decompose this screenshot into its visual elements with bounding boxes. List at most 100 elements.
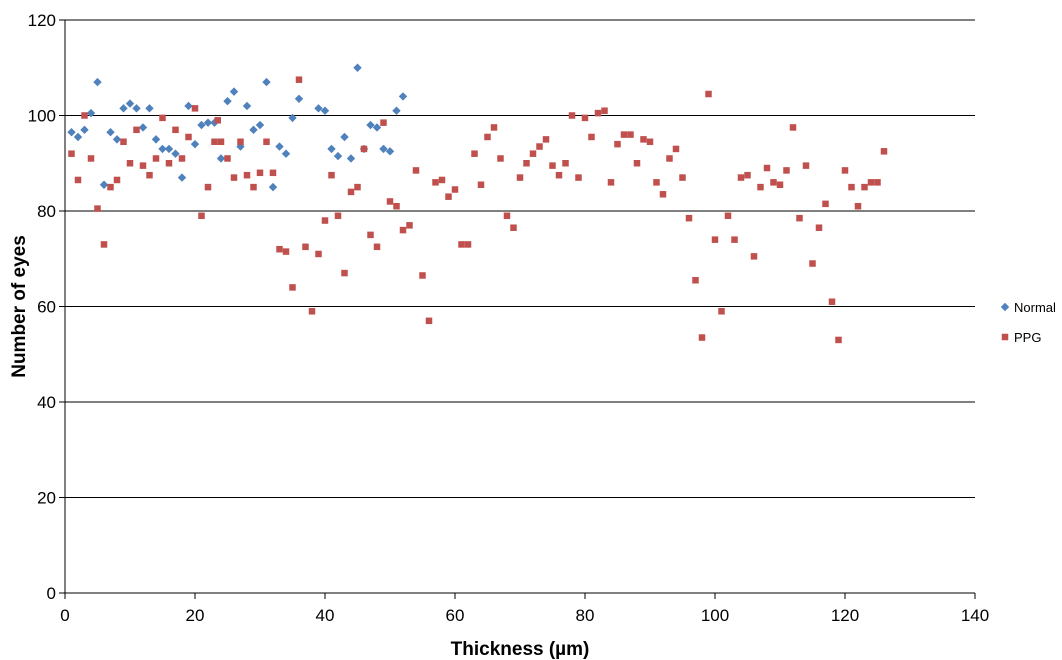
data-point [692, 276, 699, 284]
data-point [451, 186, 459, 193]
data-point [432, 179, 439, 186]
gridlines [65, 19, 975, 498]
data-point [698, 334, 706, 341]
data-point [250, 183, 257, 191]
data-point [139, 162, 147, 169]
data-point [633, 160, 641, 167]
data-point [464, 241, 472, 248]
x-tick-label: 140 [961, 606, 989, 625]
data-point [711, 236, 719, 243]
data-point [152, 155, 160, 162]
data-point [438, 176, 446, 184]
data-point [796, 214, 803, 222]
y-axis-title: Number of eyes [9, 235, 30, 378]
data-point [549, 162, 556, 169]
data-point [276, 245, 283, 253]
data-point [822, 200, 829, 208]
data-point [119, 104, 128, 113]
data-point [132, 104, 141, 113]
data-point [419, 272, 426, 279]
data-point [627, 131, 634, 138]
y-tick-label: 80 [37, 202, 56, 221]
data-point [87, 155, 95, 162]
data-point [341, 269, 348, 277]
data-point [340, 132, 349, 142]
data-point [133, 126, 140, 134]
data-point [68, 150, 75, 157]
data-point [86, 108, 96, 118]
data-point [223, 96, 232, 106]
data-point [236, 142, 245, 151]
data-point [497, 155, 504, 162]
data-point [640, 136, 647, 143]
data-point [484, 133, 491, 141]
data-point [184, 101, 193, 111]
data-point [354, 183, 361, 191]
data-point [217, 138, 225, 146]
legend-item-ppg: PPG [1001, 330, 1041, 345]
data-point [360, 145, 368, 153]
data-point [314, 104, 323, 113]
data-point [230, 174, 238, 181]
data-point [269, 169, 277, 177]
data-point [802, 162, 810, 169]
data-point [392, 106, 401, 115]
x-tick-label: 40 [316, 606, 335, 625]
data-point [289, 284, 296, 291]
data-point [107, 183, 114, 191]
data-point [789, 124, 797, 131]
data-point [214, 117, 221, 124]
data-point [594, 109, 602, 117]
data-point [575, 174, 582, 181]
data-point [724, 212, 732, 220]
series-normal [67, 63, 408, 192]
data-point [288, 113, 297, 123]
data-point [138, 123, 148, 132]
data-point [471, 150, 478, 157]
data-point [333, 151, 343, 161]
x-tick-label: 80 [576, 606, 595, 625]
data-point [151, 135, 161, 144]
data-point [757, 183, 764, 191]
data-point [178, 155, 186, 162]
data-point [659, 191, 667, 198]
data-point [243, 171, 251, 179]
series-ppg [68, 76, 888, 344]
data-point [536, 143, 543, 150]
data-point [750, 253, 758, 260]
data-point [510, 224, 517, 231]
data-point [880, 148, 888, 155]
data-point [203, 118, 213, 127]
axes: 0 20 40 60 80 100 120 0 20 40 60 80 100 120 140 [28, 11, 990, 625]
legend-item-normal: Normal [1000, 300, 1056, 315]
data-point [74, 176, 82, 184]
legend-marker [1001, 333, 1009, 341]
data-point [523, 160, 530, 167]
data-point [198, 212, 205, 220]
data-point [249, 125, 258, 135]
x-tick-label: 100 [701, 606, 729, 625]
data-point [718, 308, 725, 315]
data-point [145, 104, 154, 113]
data-point [262, 77, 271, 87]
data-point [874, 179, 881, 186]
data-point [445, 193, 452, 200]
data-point [672, 145, 680, 153]
data-point [229, 87, 239, 96]
data-point [80, 125, 89, 135]
data-point [346, 154, 356, 163]
data-point [620, 131, 628, 138]
data-point [172, 126, 179, 134]
data-point [705, 90, 712, 98]
data-point [113, 176, 121, 184]
data-point [216, 154, 226, 163]
data-point [308, 308, 316, 315]
data-point [120, 138, 127, 146]
legend: Normal PPG [1000, 300, 1056, 345]
data-point [275, 142, 284, 151]
data-point [146, 171, 153, 179]
data-point [334, 212, 342, 220]
data-point [347, 188, 355, 196]
data-point [867, 179, 875, 186]
